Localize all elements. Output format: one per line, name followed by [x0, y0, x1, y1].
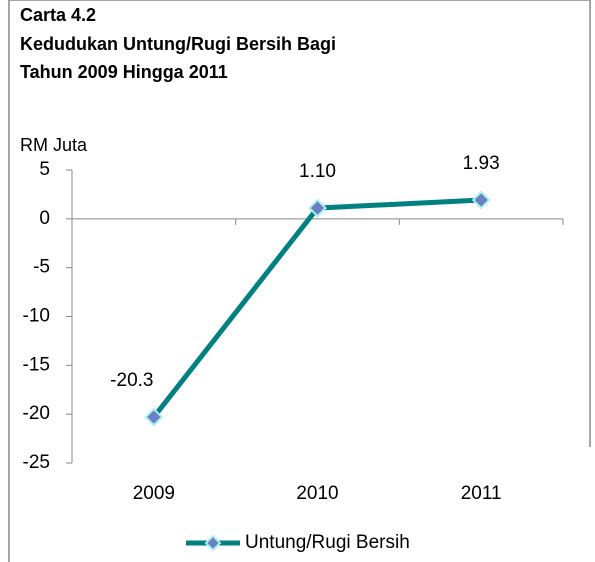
marker [308, 198, 327, 218]
data-label: 1.10 [299, 161, 336, 182]
data-label: -20.3 [110, 370, 153, 391]
chart-title: Carta 4.2 [20, 5, 96, 25]
marker [471, 190, 491, 210]
series-line [151, 197, 482, 419]
x-tick-label: 2011 [461, 483, 502, 504]
x-tick-label: 2009 [133, 483, 175, 504]
y-axis-label: RM Juta [20, 135, 88, 155]
y-tick-label: -5 [33, 257, 50, 278]
chart-title: Kedudukan Untung/Rugi Bersih Bagi [20, 34, 336, 54]
y-tick-label: -10 [23, 306, 50, 327]
legend-label: Untung/Rugi Bersih [245, 532, 410, 553]
y-tick-label: -20 [23, 403, 50, 424]
y-tick-label: -15 [23, 354, 50, 375]
y-tick-label: 0 [39, 208, 50, 229]
legend-marker [204, 534, 222, 552]
chart-title: Tahun 2009 Hingga 2011 [20, 62, 228, 82]
data-label: 1.93 [463, 153, 500, 174]
marker [144, 407, 164, 427]
frame [8, 0, 591, 562]
y-tick-label: -25 [23, 452, 50, 473]
x-tick-label: 2010 [296, 483, 338, 504]
y-tick-label: 5 [39, 159, 50, 180]
